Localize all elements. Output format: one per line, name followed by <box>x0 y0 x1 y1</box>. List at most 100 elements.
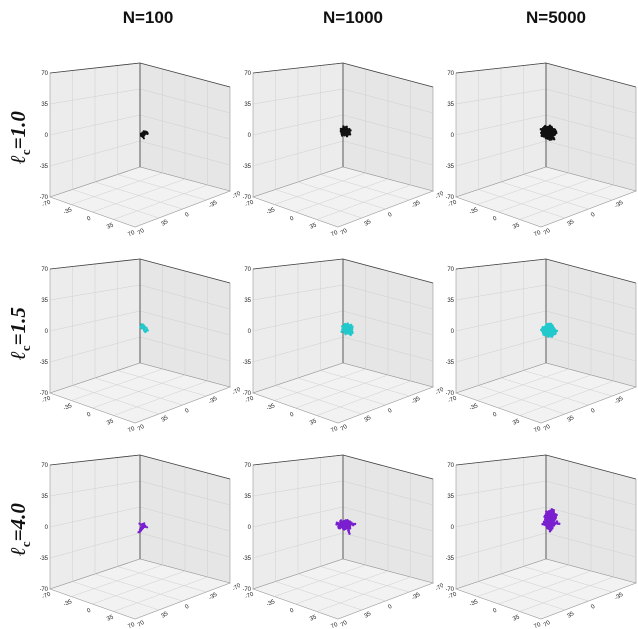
y-tick-label: -70 <box>435 582 443 592</box>
x-tick-label: 35 <box>106 418 115 427</box>
y-tick-label: 35 <box>160 415 169 424</box>
z-tick-label: 35 <box>41 298 48 304</box>
particle <box>550 516 553 519</box>
y-tick-label: 35 <box>566 219 575 228</box>
y-tick-label: 70 <box>340 424 349 433</box>
particle <box>141 134 143 136</box>
particle <box>354 523 356 525</box>
x-tick-label: 35 <box>309 614 318 623</box>
particle <box>337 522 339 524</box>
particle <box>142 526 144 528</box>
y-tick-label: -35 <box>614 591 625 601</box>
row-title-lc-1.0: ℓc=1.0 <box>6 124 34 164</box>
particle <box>553 132 556 135</box>
particle <box>549 124 552 127</box>
column-title-n100: N=100 <box>88 8 208 28</box>
particle <box>541 523 544 526</box>
z-tick-label: -35 <box>243 164 252 170</box>
x-tick-label: 35 <box>309 222 318 231</box>
x-tick-label: 0 <box>289 411 295 418</box>
y-tick-label: 35 <box>160 219 169 228</box>
y-tick-label: -35 <box>208 199 219 209</box>
particle <box>341 134 343 136</box>
particle <box>346 330 348 332</box>
x-tick-label: 70 <box>127 230 136 237</box>
particle <box>555 514 558 517</box>
z-tick-label: 35 <box>447 102 454 108</box>
y-tick-label: -35 <box>614 395 625 405</box>
z-tick-label: 0 <box>248 329 252 335</box>
x-tick-label: 35 <box>106 222 115 231</box>
y-tick-label: 35 <box>363 611 372 620</box>
z-tick-label: -35 <box>243 360 252 366</box>
particle <box>551 324 554 327</box>
y-tick-label: 0 <box>590 211 597 218</box>
particle <box>550 333 553 336</box>
y-tick-label: -35 <box>411 591 422 601</box>
particle <box>347 529 349 531</box>
particle <box>544 523 547 526</box>
y-tick-label: 0 <box>184 603 191 610</box>
z-tick-label: 0 <box>248 525 252 531</box>
x-tick-label: -35 <box>266 403 277 412</box>
z-tick-label: -35 <box>446 164 455 170</box>
particle <box>350 522 352 524</box>
particle <box>145 131 147 133</box>
particle <box>543 130 546 133</box>
x-tick-label: 70 <box>330 622 339 629</box>
y-tick-label: -35 <box>208 395 219 405</box>
z-tick-label: 0 <box>451 525 455 531</box>
y-tick-label: -70 <box>232 190 240 200</box>
particle <box>556 520 559 523</box>
particle <box>546 324 549 327</box>
y-tick-label: -35 <box>208 591 219 601</box>
particle <box>141 132 143 134</box>
particle <box>552 326 555 329</box>
y-tick-label: 70 <box>543 620 552 629</box>
particle <box>344 129 346 131</box>
y-tick-label: 0 <box>387 211 394 218</box>
x-tick-label: 35 <box>106 614 115 623</box>
column-title-n1000: N=1000 <box>293 8 413 28</box>
x-tick-label: -35 <box>63 207 74 216</box>
y-tick-label: 0 <box>387 407 394 414</box>
particle <box>348 128 350 130</box>
y-tick-label: 70 <box>340 620 349 629</box>
particle <box>139 326 141 328</box>
x-tick-label: 0 <box>492 215 498 222</box>
particle <box>546 516 549 519</box>
z-tick-label: -35 <box>40 360 49 366</box>
z-tick-label: 70 <box>41 463 48 469</box>
y-tick-label: 35 <box>363 415 372 424</box>
particle <box>346 328 348 330</box>
particle <box>341 325 343 327</box>
particle <box>344 324 346 326</box>
particle <box>343 134 345 136</box>
particle <box>549 128 552 131</box>
particle <box>541 330 544 333</box>
particle <box>548 331 551 334</box>
y-tick-label: 35 <box>160 611 169 620</box>
x-tick-label: 70 <box>533 230 542 237</box>
z-tick-label: 35 <box>244 494 251 500</box>
particle <box>348 331 350 333</box>
y-tick-label: 0 <box>184 211 191 218</box>
y-tick-label: -70 <box>232 582 240 592</box>
x-tick-label: 0 <box>492 411 498 418</box>
particle <box>558 523 561 526</box>
x-tick-label: 35 <box>512 614 521 623</box>
z-tick-label: -35 <box>446 360 455 366</box>
particle <box>548 518 551 521</box>
z-tick-label: 70 <box>244 71 251 77</box>
x-tick-label: -35 <box>469 207 480 216</box>
